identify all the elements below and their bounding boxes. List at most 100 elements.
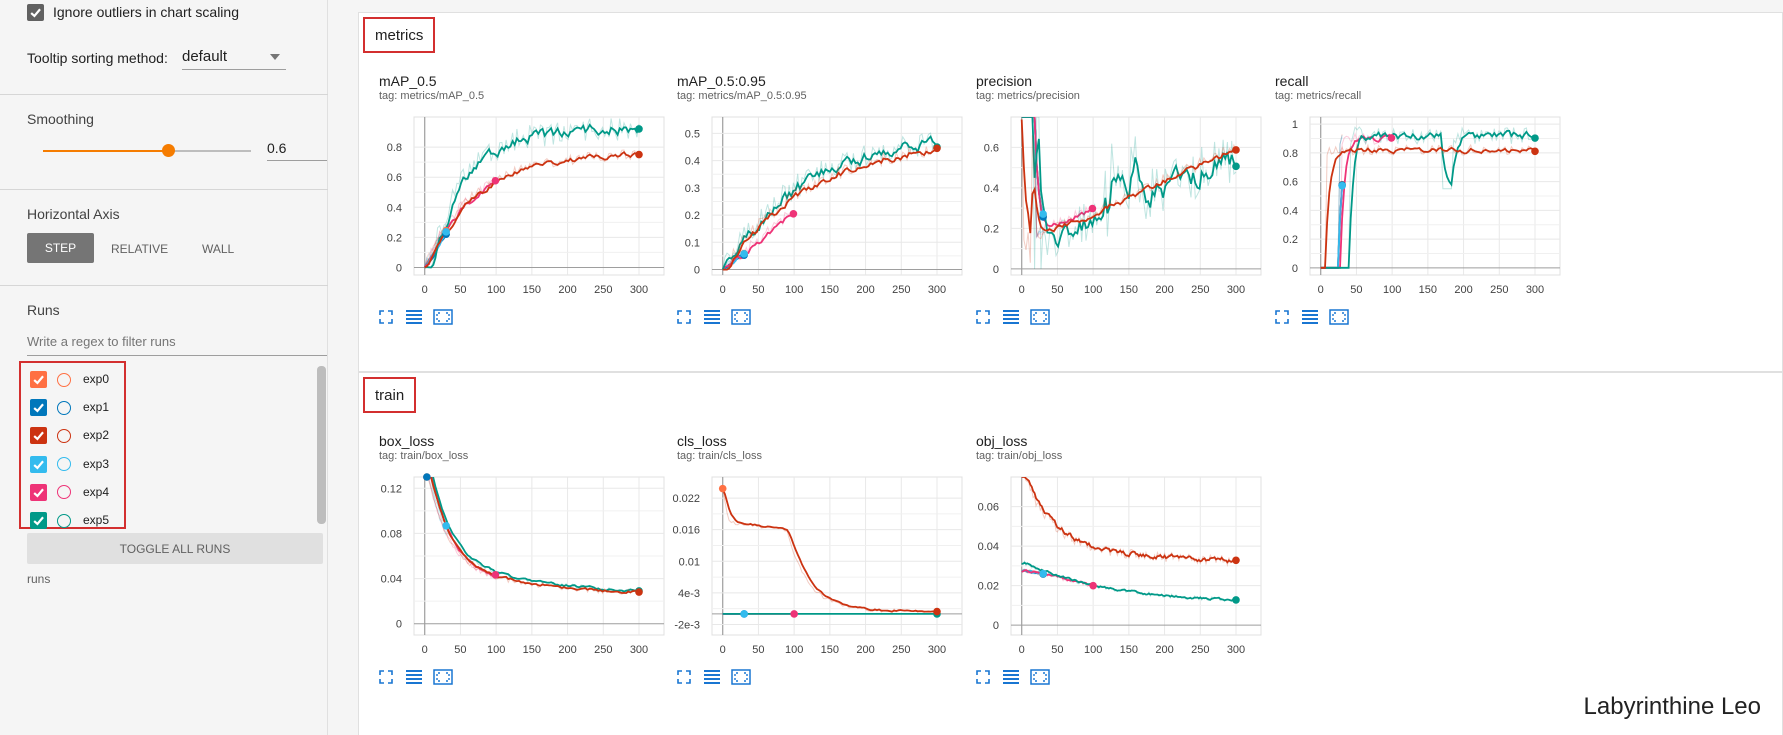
run-color-picker-exp3[interactable] (57, 457, 71, 472)
fit-domain-button[interactable] (432, 667, 454, 687)
data-table-icon (406, 310, 422, 324)
fit-domain-button[interactable] (1029, 307, 1051, 327)
smoothing-slider-track[interactable] (43, 144, 251, 157)
expand-button[interactable] (375, 307, 397, 327)
run-color-picker-exp2[interactable] (57, 428, 71, 443)
fit-domain-button[interactable] (1328, 307, 1350, 327)
data-table-button[interactable] (1299, 307, 1321, 327)
haxis-relative-button[interactable]: RELATIVE (111, 242, 169, 256)
expand-button[interactable] (1271, 307, 1293, 327)
data-table-button[interactable] (403, 307, 425, 327)
group-metrics: metrics 0 50 100 150 200 250 300 0 0.2 0.4 0.6 0.8 m… (358, 12, 1783, 372)
chart-tag: tag: metrics/recall (1275, 90, 1362, 102)
smoothing-title: Smoothing (27, 111, 94, 127)
data-table-button[interactable] (701, 307, 723, 327)
chart-plot[interactable]: 0 50 100 150 200 250 300 0 0.2 0.4 0.6 0.8 (359, 65, 689, 305)
chart-plot[interactable]: 0 50 100 150 200 250 300 0 0.04 0.08 0.12 (359, 425, 689, 665)
haxis-step-button[interactable]: STEP (27, 233, 94, 263)
ignore-outliers-label: Ignore outliers in chart scaling (53, 4, 239, 20)
toggle-all-runs-button[interactable]: TOGGLE ALL RUNS (27, 533, 323, 564)
expand-icon (976, 670, 990, 684)
y-tick-label: 0.4 (1283, 205, 1298, 217)
run-checkbox-exp4[interactable] (30, 483, 47, 501)
y-tick-label: 0 (993, 264, 999, 276)
chart-tag: tag: train/cls_loss (677, 450, 762, 462)
series-end-point-exp2 (1232, 556, 1240, 565)
y-tick-label: 0 (1292, 263, 1298, 275)
fit-domain-button[interactable] (730, 667, 752, 687)
expand-button[interactable] (673, 307, 695, 327)
run-checkbox-exp5[interactable] (30, 512, 47, 529)
x-tick-label: 50 (454, 284, 466, 296)
runs-filter-input[interactable]: Write a regex to filter runs (27, 328, 327, 356)
series-end-point-exp5 (1232, 162, 1240, 171)
run-checkbox-exp2[interactable] (30, 427, 47, 445)
data-table-button[interactable] (1000, 307, 1022, 327)
check-icon (30, 8, 41, 18)
series-line-exp5 (1320, 129, 1536, 269)
sidebar-runs-section: Runs Write a regex to filter runs exp0 ex… (0, 286, 328, 586)
runs-list-scrollbar[interactable] (317, 366, 326, 524)
x-tick-label: 300 (928, 284, 946, 296)
smoothing-input[interactable]: 0.6 (267, 137, 327, 161)
run-checkbox-exp3[interactable] (30, 455, 47, 473)
smoothing-value: 0.6 (267, 140, 287, 156)
tooltip-sorting-select[interactable]: default (182, 46, 286, 70)
fit-domain-button[interactable] (1029, 667, 1051, 687)
expand-icon (379, 670, 393, 684)
x-tick-label: 100 (1383, 284, 1401, 296)
series-raw-exp4 (428, 477, 496, 579)
group-label-metrics[interactable]: metrics (363, 17, 436, 53)
check-icon (33, 403, 44, 413)
chart-plot[interactable]: 0 50 100 150 200 250 300 0 0.1 0.2 0.3 0.4 0.5 (657, 65, 987, 305)
run-color-picker-exp0[interactable] (57, 372, 71, 387)
chart-card-map-0-5-0-95: 0 50 100 150 200 250 300 0 0.1 0.2 0.3 0.4 0.5 mAP_0.… (657, 65, 987, 335)
data-table-button[interactable] (403, 667, 425, 687)
expand-button[interactable] (972, 667, 994, 687)
chart-tag: tag: train/obj_loss (976, 450, 1063, 462)
haxis-wall-button[interactable]: WALL (202, 242, 235, 256)
chart-plot[interactable]: 0 50 100 150 200 250 300 -2e-3 4e-3 0.01 0.016 0.02… (657, 425, 987, 665)
y-tick-label: 0.02 (978, 581, 999, 593)
x-tick-label: 150 (1120, 284, 1138, 296)
smoothing-slider-thumb[interactable] (161, 144, 175, 157)
expand-icon (379, 310, 393, 324)
expand-button[interactable] (673, 667, 695, 687)
y-tick-label: 0.1 (685, 237, 700, 249)
chart-plot[interactable]: 0 50 100 150 200 250 300 0 0.2 0.4 0.6 (956, 65, 1286, 305)
x-tick-label: 250 (892, 644, 910, 656)
y-tick-label: 0.016 (672, 525, 700, 537)
fit-domain-icon (731, 309, 751, 325)
plot-frame (413, 116, 665, 276)
chart-plot[interactable]: 0 50 100 150 200 250 300 0 0.2 0.4 0.6 0.8 1 (1255, 65, 1585, 305)
series-line-exp2 (430, 477, 640, 595)
ignore-outliers-checkbox[interactable] (27, 4, 44, 21)
check-icon (33, 516, 44, 526)
expand-button[interactable] (972, 307, 994, 327)
series-raw-exp2 (1021, 119, 1237, 263)
fit-domain-button[interactable] (432, 307, 454, 327)
series-end-point-exp3 (442, 521, 450, 530)
plot-frame (711, 116, 963, 276)
run-checkbox-exp1[interactable] (30, 399, 47, 417)
x-tick-label: 0 (1019, 284, 1025, 296)
expand-icon (976, 310, 990, 324)
expand-button[interactable] (375, 667, 397, 687)
data-table-button[interactable] (701, 667, 723, 687)
y-tick-label: -2e-3 (674, 619, 700, 631)
run-color-picker-exp5[interactable] (57, 513, 71, 528)
run-color-picker-exp1[interactable] (57, 400, 71, 415)
fit-domain-button[interactable] (730, 307, 752, 327)
x-tick-label: 50 (1051, 284, 1063, 296)
chart-plot[interactable]: 0 50 100 150 200 250 300 0 0.02 0.04 0.06 (956, 425, 1286, 665)
series-line-exp5 (1021, 117, 1237, 249)
series-line-exp2 (1020, 119, 1237, 234)
run-color-picker-exp4[interactable] (57, 485, 71, 500)
fit-domain-icon (433, 669, 453, 685)
y-tick-label: 0.06 (978, 502, 999, 514)
group-label-train[interactable]: train (363, 377, 417, 413)
data-table-button[interactable] (1000, 667, 1022, 687)
run-checkbox-exp0[interactable] (30, 371, 47, 388)
run-name-exp5: exp5 (83, 513, 110, 527)
